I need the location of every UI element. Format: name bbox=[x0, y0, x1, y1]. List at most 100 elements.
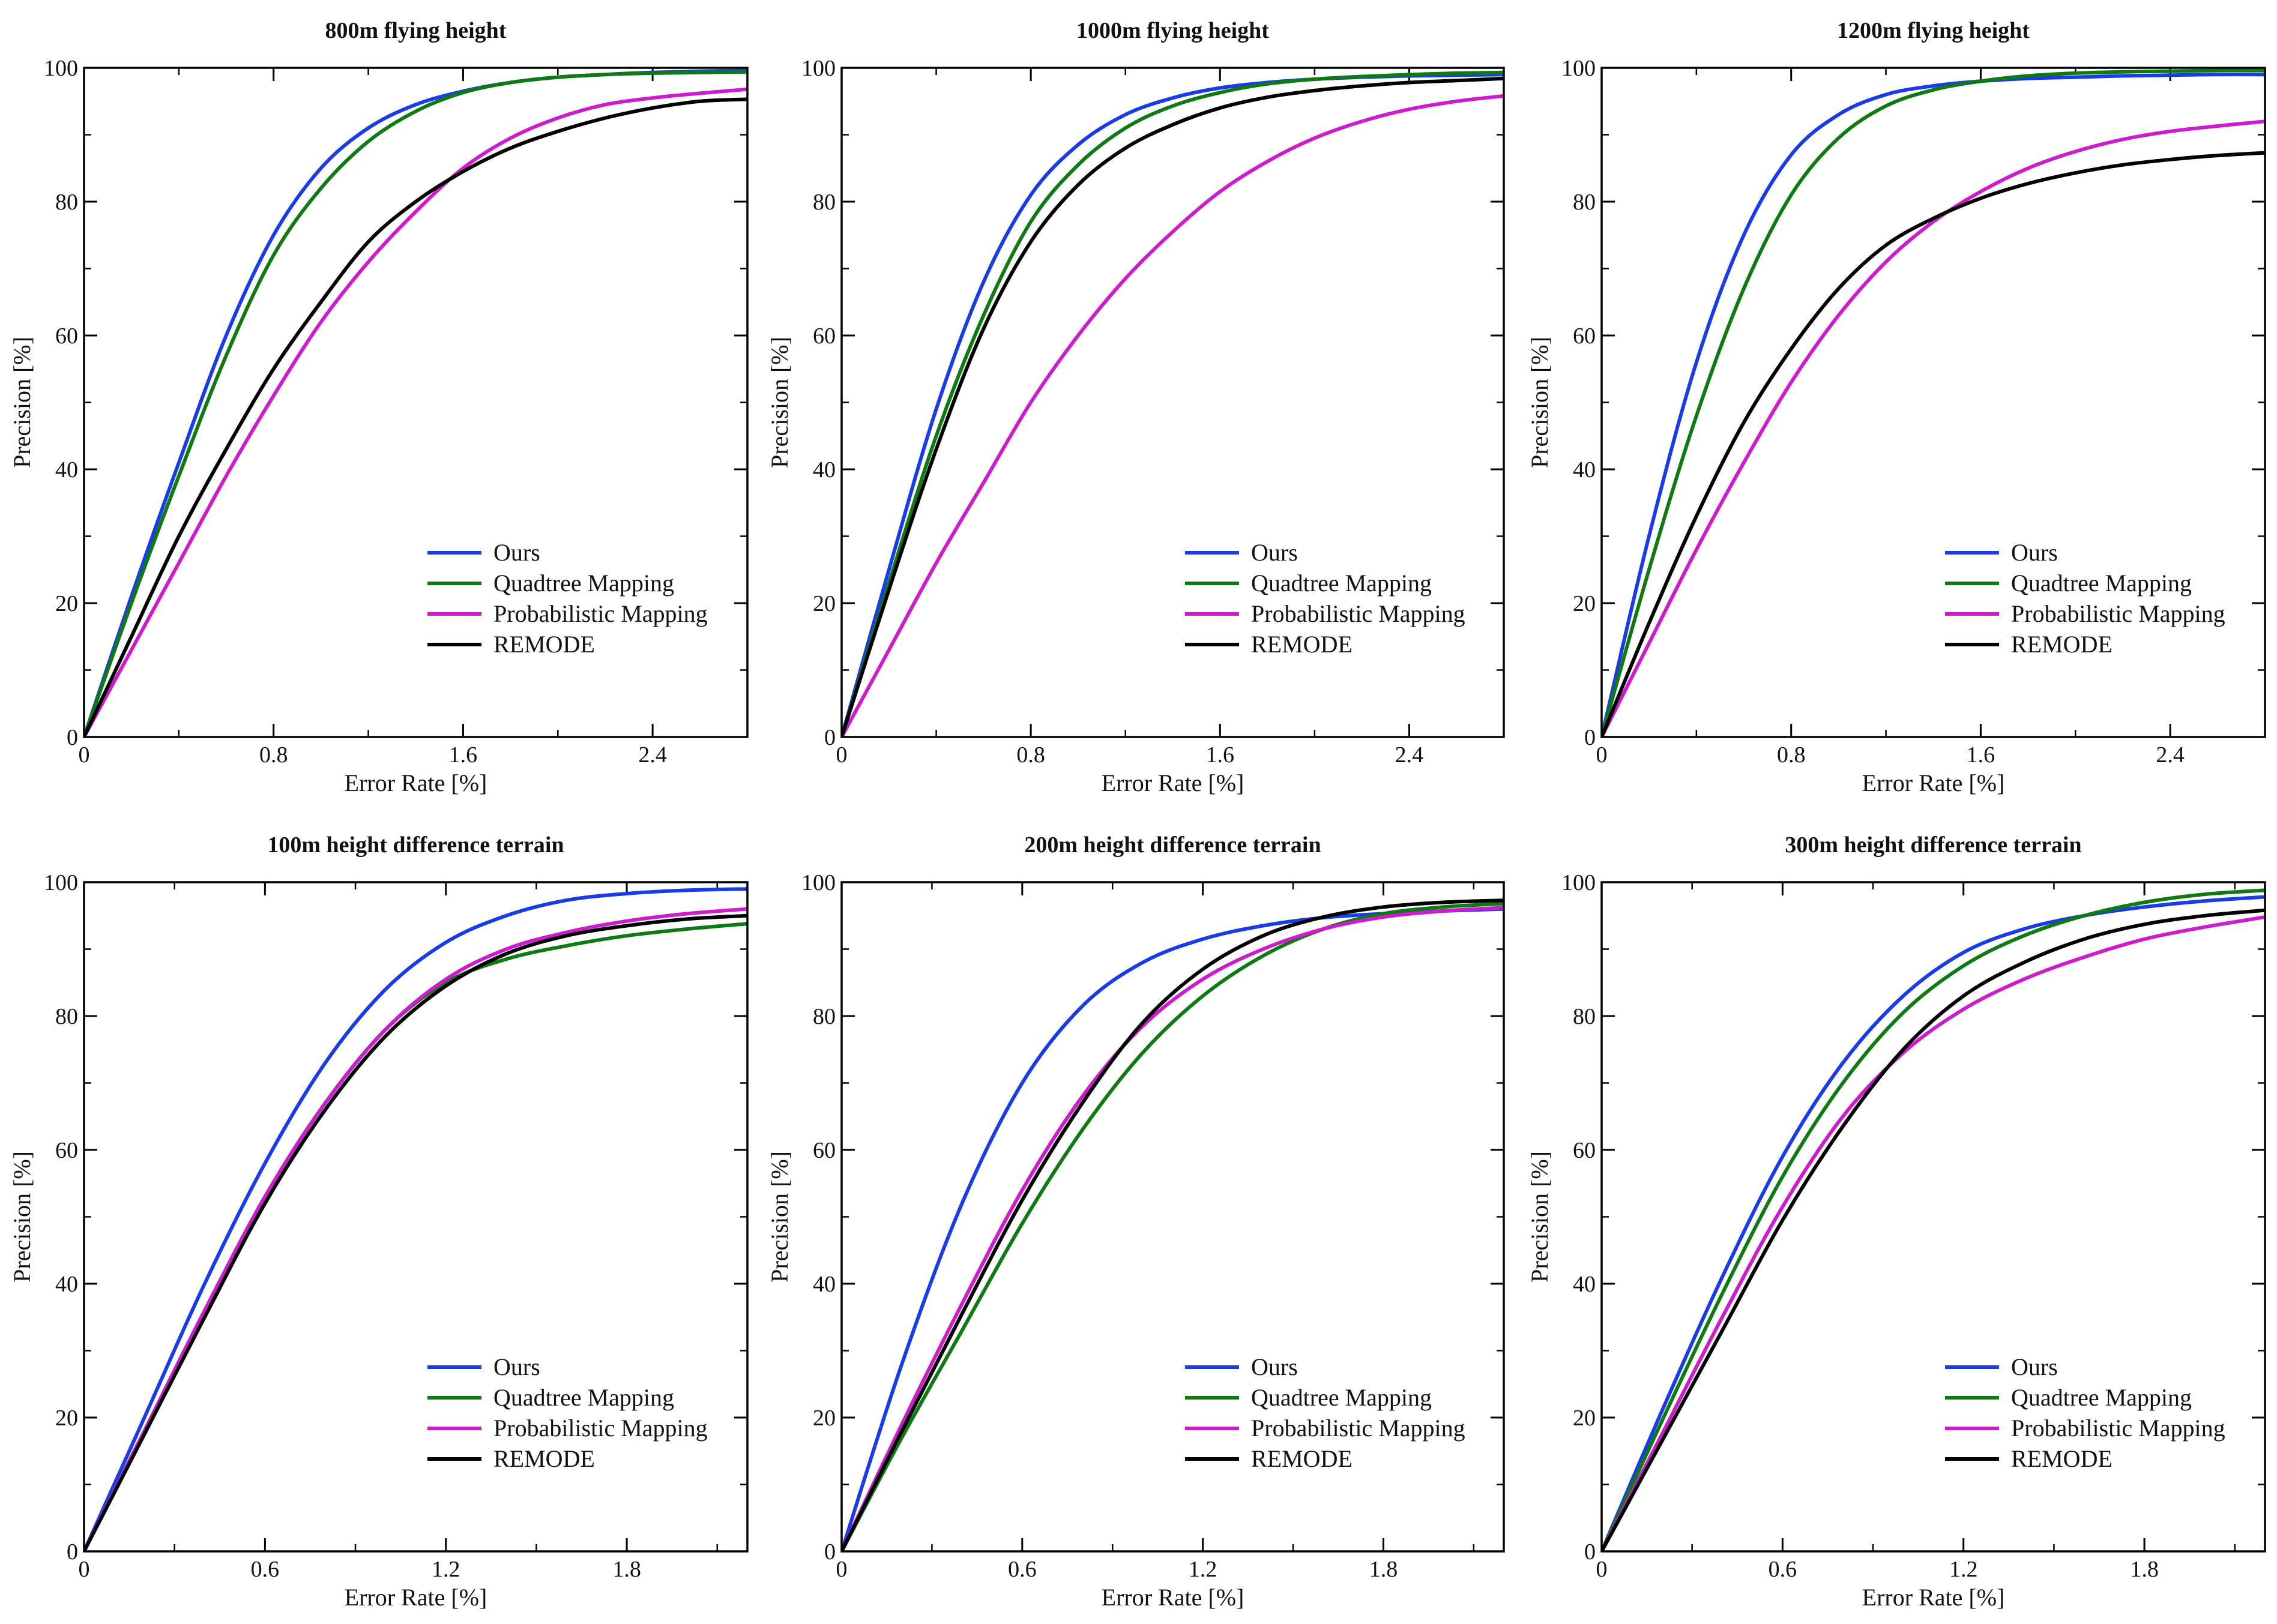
chart-title: 1000m flying height bbox=[1076, 18, 1269, 43]
y-tick-label: 100 bbox=[1561, 56, 1596, 81]
y-tick-label: 100 bbox=[44, 870, 78, 895]
y-tick-label: 40 bbox=[813, 1272, 836, 1297]
series-line bbox=[842, 70, 1504, 737]
x-axis-label: Error Rate [%] bbox=[345, 769, 487, 796]
y-axis-label: Precision [%] bbox=[1526, 337, 1553, 468]
y-tick-label: 0 bbox=[1584, 1539, 1596, 1565]
x-tick-label: 1.6 bbox=[1967, 742, 1995, 768]
x-tick-label: 0 bbox=[1596, 742, 1608, 768]
y-tick-label: 20 bbox=[813, 591, 836, 616]
series-line bbox=[1602, 895, 2265, 1551]
plot-frame bbox=[840, 67, 1505, 738]
series-line bbox=[842, 73, 1504, 737]
y-axis-label: Precision [%] bbox=[1526, 1151, 1553, 1283]
x-tick-label: 0.6 bbox=[1008, 1557, 1037, 1582]
x-tick-label: 0 bbox=[79, 1557, 90, 1582]
series-line bbox=[84, 97, 747, 737]
x-tick-label: 1.8 bbox=[612, 1557, 641, 1582]
x-tick-label: 0 bbox=[79, 742, 90, 768]
legend-label: Probabilistic Mapping bbox=[1251, 600, 1465, 627]
legend-label: Quadtree Mapping bbox=[493, 1384, 674, 1411]
y-tick-label: 20 bbox=[1573, 1406, 1596, 1431]
series-line bbox=[1602, 68, 2265, 737]
y-tick-label: 40 bbox=[55, 457, 78, 483]
legend-label: Probabilistic Mapping bbox=[2011, 1415, 2225, 1442]
y-tick-label: 80 bbox=[55, 190, 78, 215]
x-tick-label: 0.8 bbox=[259, 742, 288, 768]
y-tick-label: 80 bbox=[55, 1004, 78, 1029]
y-tick-label: 60 bbox=[55, 1138, 78, 1163]
chart-panel: 1200m flying height 0 0.8 1.6 2.4 0 20 40 60 80 10… bbox=[1526, 18, 2266, 796]
x-axis-label: Error Rate [%] bbox=[1102, 769, 1244, 796]
y-tick-label: 0 bbox=[1584, 725, 1596, 750]
y-tick-label: 40 bbox=[1573, 457, 1596, 483]
y-tick-label: 40 bbox=[813, 457, 836, 483]
x-tick-label: 0 bbox=[836, 1557, 848, 1582]
plot-frame bbox=[1600, 67, 2266, 738]
y-axis-label: Precision [%] bbox=[8, 337, 35, 468]
x-axis-label: Error Rate [%] bbox=[345, 1584, 487, 1611]
x-tick-label: 1.2 bbox=[1949, 1557, 1978, 1582]
legend-label: REMODE bbox=[1251, 1445, 1353, 1472]
y-tick-label: 60 bbox=[813, 323, 836, 349]
chart-panel: 300m height difference terrain 0 0.6 1.2 1.8… bbox=[1526, 832, 2266, 1611]
series-line bbox=[842, 76, 1504, 737]
series-line bbox=[842, 901, 1504, 1551]
y-tick-label: 0 bbox=[824, 1539, 836, 1565]
chart-panel: 200m height difference terrain 0 0.6 1.2 1.8… bbox=[766, 832, 1505, 1611]
x-tick-label: 0 bbox=[1596, 1557, 1608, 1582]
legend-label: Quadtree Mapping bbox=[493, 570, 674, 597]
legend-label: Ours bbox=[2011, 539, 2058, 566]
x-tick-label: 0.6 bbox=[251, 1557, 280, 1582]
legend-label: Ours bbox=[2011, 1353, 2058, 1380]
chart-panel: 1000m flying height 0 0.8 1.6 2.4 0 20 40 60 80 10… bbox=[766, 18, 1505, 796]
y-tick-label: 80 bbox=[813, 190, 836, 215]
y-tick-label: 20 bbox=[1573, 591, 1596, 616]
plot-frame bbox=[83, 67, 749, 738]
x-tick-label: 0.6 bbox=[1769, 1557, 1797, 1582]
y-axis-label: Precision [%] bbox=[766, 337, 793, 468]
chart-title: 800m flying height bbox=[325, 18, 507, 43]
series-line bbox=[1602, 73, 2265, 737]
legend-label: Probabilistic Mapping bbox=[1251, 1415, 1465, 1442]
legend-label: Quadtree Mapping bbox=[2011, 1384, 2192, 1411]
y-tick-label: 40 bbox=[55, 1272, 78, 1297]
legend-label: REMODE bbox=[493, 631, 595, 658]
legend-label: Ours bbox=[493, 1353, 540, 1380]
y-tick-label: 0 bbox=[67, 1539, 78, 1565]
y-tick-label: 60 bbox=[1573, 1138, 1596, 1163]
legend-label: Quadtree Mapping bbox=[2011, 570, 2192, 597]
legend-label: Ours bbox=[493, 539, 540, 566]
series-line bbox=[84, 913, 747, 1551]
y-tick-label: 20 bbox=[55, 1406, 78, 1431]
x-tick-label: 0 bbox=[836, 742, 848, 768]
series-line bbox=[84, 907, 747, 1551]
x-tick-label: 1.6 bbox=[449, 742, 478, 768]
y-tick-label: 0 bbox=[67, 725, 78, 750]
legend-label: REMODE bbox=[493, 1445, 595, 1472]
series-line bbox=[842, 907, 1504, 1551]
y-axis-label: Precision [%] bbox=[8, 1151, 35, 1283]
chart-title: 300m height difference terrain bbox=[1785, 832, 2081, 858]
y-axis-label: Precision [%] bbox=[766, 1151, 793, 1283]
series-line bbox=[842, 94, 1504, 737]
series-line bbox=[1602, 151, 2265, 737]
plot-frame bbox=[1600, 881, 2266, 1553]
legend-label: REMODE bbox=[2011, 631, 2113, 658]
legend-label: Probabilistic Mapping bbox=[493, 600, 708, 627]
y-tick-label: 80 bbox=[813, 1004, 836, 1029]
plot-frame bbox=[83, 881, 749, 1553]
x-tick-label: 1.8 bbox=[2130, 1557, 2159, 1582]
legend-label: Probabilistic Mapping bbox=[2011, 600, 2225, 627]
series-line bbox=[84, 68, 747, 737]
y-tick-label: 100 bbox=[1561, 870, 1596, 895]
legend-label: Ours bbox=[1251, 539, 1298, 566]
series-line bbox=[84, 887, 747, 1551]
series-line bbox=[84, 70, 747, 737]
chart-panel: 100m height difference terrain 0 0.6 1.2 1.8… bbox=[8, 832, 749, 1611]
x-tick-label: 1.6 bbox=[1206, 742, 1235, 768]
series-line bbox=[1602, 908, 2265, 1551]
legend-label: Ours bbox=[1251, 1353, 1298, 1380]
series-line bbox=[842, 898, 1504, 1551]
